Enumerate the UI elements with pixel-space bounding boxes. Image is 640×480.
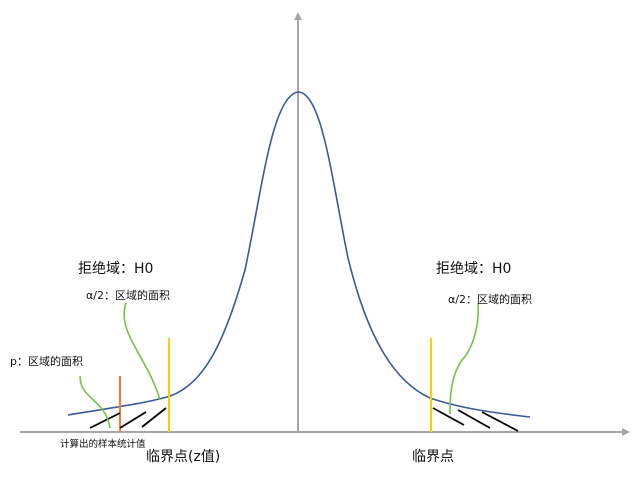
hatch-left-2 [119,411,147,429]
critical-point-label-right: 临界点 [412,449,454,465]
pointer-p-area [79,375,111,429]
sample-statistic-label: 计算出的样本统计值 [60,439,146,450]
pointer-half-alpha-left [123,302,161,401]
p-area-label: p：区域的面积 [10,355,83,368]
reject-region-label-left: 拒绝域：H0 [78,261,154,277]
hatch-right-2 [457,409,491,429]
hatch-right-3 [481,411,519,432]
hatch-right-1 [432,407,465,426]
hatch-left [89,407,167,429]
critical-point-label-left: 临界点(z值) [146,449,221,465]
hatch-left-1 [89,412,121,429]
normal-curve [67,91,531,418]
hatch-right [432,407,519,432]
reject-region-label-right: 拒绝域：H0 [436,261,512,277]
pointer-half-alpha-right [449,302,480,415]
half-alpha-label-left: α/2：区域的面积 [86,289,170,302]
hatch-left-3 [141,407,167,428]
half-alpha-label-right: α/2：区域的面积 [448,293,532,306]
